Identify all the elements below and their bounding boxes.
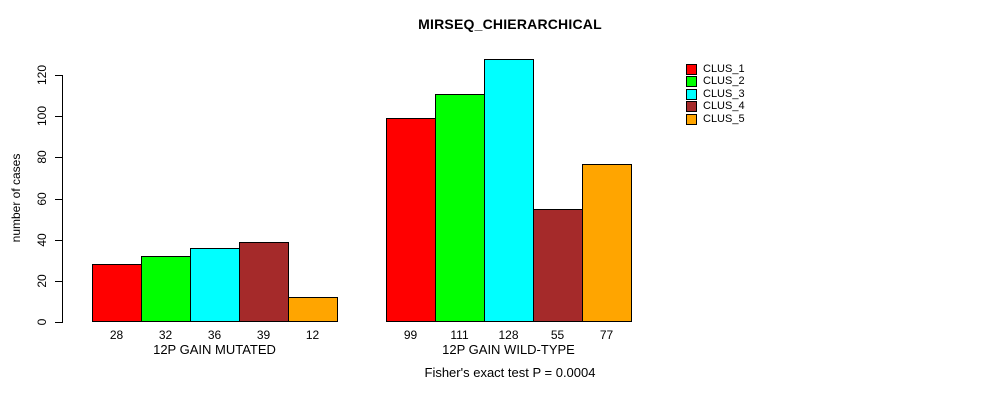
y-tick-mark	[55, 157, 62, 158]
y-tick-label: 20	[35, 274, 49, 288]
bar-clus_5	[288, 297, 338, 322]
y-tick-label: 0	[35, 318, 49, 326]
legend-label: CLUS_3	[703, 88, 745, 100]
bar-value-label: 12	[305, 328, 320, 342]
y-tick-label: 120	[35, 64, 49, 86]
chart-title: MIRSEQ_CHIERARCHICAL	[418, 16, 602, 32]
bar-value-label: 32	[158, 328, 173, 342]
legend-label: CLUS_1	[703, 63, 745, 75]
bar-value-label: 36	[207, 328, 222, 342]
legend-item-clus_3: CLUS_3	[686, 88, 745, 100]
legend-swatch	[686, 75, 697, 87]
y-tick-label: 40	[35, 233, 49, 247]
bar-clus_4	[533, 209, 583, 322]
group-label: 12P GAIN MUTATED	[153, 342, 276, 357]
bar-value-label: 39	[256, 328, 271, 342]
legend-item-clus_2: CLUS_2	[686, 75, 745, 87]
y-tick-mark	[55, 75, 62, 76]
y-axis-title: number of cases	[9, 153, 23, 243]
legend-item-clus_4: CLUS_4	[686, 100, 745, 112]
bar-clus_2	[141, 256, 191, 322]
y-tick-label: 100	[35, 105, 49, 127]
legend-swatch	[686, 113, 697, 125]
legend-swatch	[686, 100, 697, 112]
legend-item-clus_5: CLUS_5	[686, 113, 745, 125]
y-tick-label: 60	[35, 192, 49, 206]
bar-value-label: 55	[550, 328, 565, 342]
bar-value-label: 128	[498, 328, 519, 342]
bar-clus_3	[190, 248, 240, 322]
y-tick-mark	[55, 322, 62, 323]
bar-clus_2	[435, 94, 485, 322]
group-label: 12P GAIN WILD-TYPE	[442, 342, 575, 357]
y-tick-label: 80	[35, 150, 49, 164]
y-tick-mark	[55, 116, 62, 117]
bar-clus_1	[386, 118, 436, 322]
bar-clus_4	[239, 242, 289, 322]
bar-clus_3	[484, 59, 534, 322]
legend-label: CLUS_4	[703, 100, 745, 112]
bar-clus_5	[582, 164, 632, 322]
bar-value-label: 77	[599, 328, 614, 342]
y-axis-line	[62, 75, 63, 323]
legend-swatch	[686, 88, 697, 100]
legend-label: CLUS_5	[703, 113, 745, 125]
bar-value-label: 111	[450, 328, 469, 342]
y-tick-mark	[55, 240, 62, 241]
bar-value-label: 99	[403, 328, 418, 342]
legend-swatch	[686, 63, 697, 75]
y-tick-mark	[55, 199, 62, 200]
bar-value-label: 28	[109, 328, 124, 342]
y-tick-mark	[55, 281, 62, 282]
legend-item-clus_1: CLUS_1	[686, 63, 745, 75]
annotation-text: Fisher's exact test P = 0.0004	[424, 365, 596, 380]
bar-clus_1	[92, 264, 142, 322]
legend-label: CLUS_2	[703, 75, 745, 87]
